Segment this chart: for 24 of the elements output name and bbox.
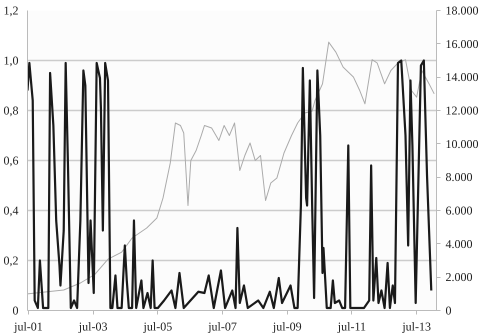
y-tick-label: 0,8 (4, 104, 18, 118)
y-tick-label: 1,0 (4, 54, 18, 68)
y2-tick-label: 18.000 (446, 4, 478, 18)
x-tick-label: jul-05 (142, 320, 172, 334)
y2-tick-label: 0 (446, 304, 452, 318)
y-tick-label: 1,2 (4, 4, 18, 18)
y2-tick-label: 4.000 (446, 236, 472, 251)
y-tick-label: 0,2 (4, 254, 18, 268)
x-tick-label: jul-11 (336, 320, 366, 334)
y2-tick-label: 10.000 (446, 136, 478, 151)
x-tick-label: jul-13 (401, 320, 431, 334)
y2-tick-label: 12.000 (446, 104, 478, 118)
y-tick-label: 0,6 (4, 154, 18, 168)
y-tick-label: 0,4 (4, 204, 18, 218)
x-tick-label: jul-01 (13, 320, 43, 334)
y2-tick-label: 6.000 (446, 204, 472, 218)
x-tick-label: jul-07 (207, 320, 237, 334)
y2-tick-label: 2.000 (446, 270, 472, 284)
y-tick-label: 0 (12, 304, 18, 318)
x-tick-label: jul-09 (272, 320, 302, 334)
y2-tick-label: 16.000 (446, 36, 478, 51)
x-tick-label: jul-03 (78, 320, 108, 334)
y2-tick-label: 8.000 (446, 170, 472, 184)
y2-tick-label: 14.000 (446, 70, 478, 84)
